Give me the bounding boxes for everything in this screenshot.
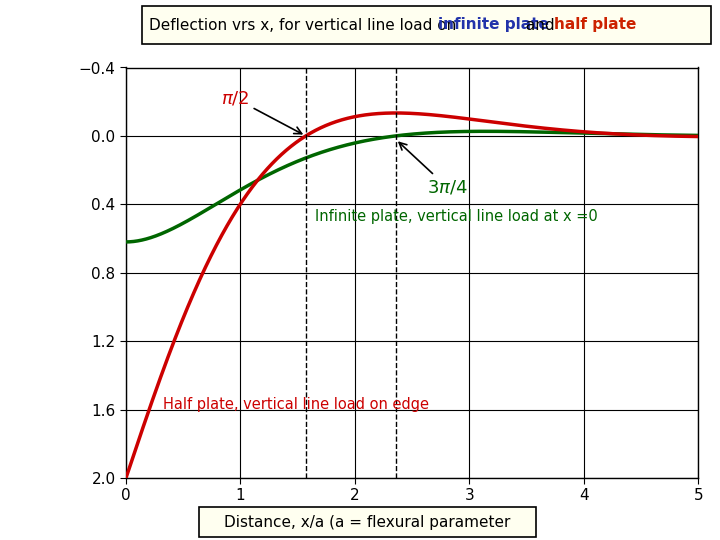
Text: $\pi/2$: $\pi/2$: [221, 89, 302, 134]
FancyBboxPatch shape: [142, 6, 711, 44]
Text: Half plate, vertical line load on edge: Half plate, vertical line load on edge: [163, 397, 428, 412]
FancyBboxPatch shape: [199, 507, 536, 537]
Text: infinite plate: infinite plate: [438, 17, 549, 32]
Text: $3\pi/4$: $3\pi/4$: [399, 143, 468, 196]
Text: and: and: [521, 17, 559, 32]
Text: half plate: half plate: [554, 17, 636, 32]
Text: Infinite plate, vertical line load at x =0: Infinite plate, vertical line load at x …: [315, 210, 598, 225]
Text: Distance, x/a (a = flexural parameter: Distance, x/a (a = flexural parameter: [225, 515, 510, 530]
Text: Deflection vrs x, for vertical line load on: Deflection vrs x, for vertical line load…: [149, 17, 461, 32]
